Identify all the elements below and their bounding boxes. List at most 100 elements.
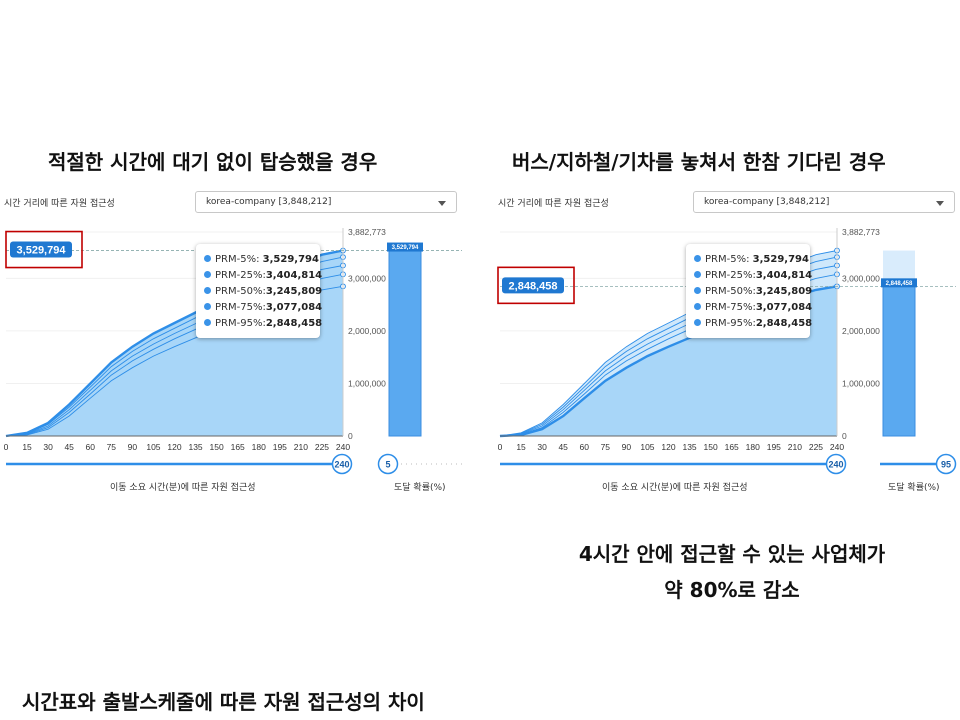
x-tick-label: 45 [558, 442, 568, 452]
y-tick-label: 1,000,000 [842, 378, 880, 388]
y-tick-label: 0 [842, 431, 847, 441]
left-chart-panel: 0 15 30 45 60 75 90 105 120 135 150 165 180 195 210 225… [0, 186, 466, 496]
y-tick-label: 0 [348, 431, 353, 441]
x-tick-label: 60 [580, 442, 590, 452]
tooltip-value: 3,404,814 [265, 270, 323, 281]
tooltip-label: PRM-5%: [705, 254, 750, 265]
tooltip-label: PRM-75%: [705, 302, 756, 313]
x-tick-label: 135 [188, 442, 202, 452]
x-tick-label: 105 [146, 442, 160, 452]
tooltip-value: 2,848,458 [265, 318, 323, 329]
dataset-dropdown[interactable]: korea-company [3,848,212] [693, 191, 955, 213]
series-dot-icon [204, 319, 211, 326]
tooltip-row: PRM-95%:2,848,458 [204, 318, 322, 332]
note-line-2: 약 80%로 감소 [664, 578, 800, 602]
series-dot-icon [204, 287, 211, 294]
y-tick-label: 3,882,773 [348, 227, 386, 237]
tooltip-row: PRM-75%:3,077,084 [694, 302, 812, 316]
x-tick-label: 240 [830, 442, 844, 452]
tooltip-row: PRM-25%:3,404,814 [204, 270, 322, 284]
tooltip-value: 3,077,084 [755, 302, 813, 313]
series-dot-icon [694, 303, 701, 310]
right-heading: 버스/지하철/기차를 놓쳐서 한참 기다린 경우 [512, 150, 886, 174]
x-tick-label: 150 [210, 442, 224, 452]
tooltip-label: PRM-5%: [215, 254, 260, 265]
probability-axis-label: 도달 확률(%) [888, 483, 940, 493]
tooltip-label: PRM-95%: [215, 318, 266, 329]
chart-title: 시간 거리에 따른 자원 접근성 [498, 199, 609, 209]
time-slider-handle[interactable] [331, 453, 353, 475]
tooltip-label: PRM-25%: [705, 270, 756, 281]
tooltip-row: PRM-50%:3,245,809 [694, 286, 812, 300]
series-dot-icon [694, 271, 701, 278]
highlight-value: 3,529,794 [17, 245, 67, 257]
bottom-heading: 시간표와 출발스케줄에 따른 자원 접근성의 차이 [22, 690, 425, 714]
tooltip-value: 3,077,084 [265, 302, 323, 313]
series-dot-icon [694, 255, 701, 262]
highlight-box [497, 266, 575, 305]
x-tick-label: 150 [704, 442, 718, 452]
x-tick-label: 165 [725, 442, 739, 452]
bar-value-badge [387, 242, 423, 252]
probability-slider-handle[interactable] [935, 453, 957, 475]
probability-slider-value: 95 [941, 460, 951, 470]
tooltip-row: PRM-50%:3,245,809 [204, 286, 322, 300]
tooltip-value: 3,529,794 [262, 254, 319, 265]
probability-slider-value: 5 [385, 460, 390, 470]
tooltip-row: PRM-95%:2,848,458 [694, 318, 812, 332]
left-chart-svg: 0 15 30 45 60 75 90 105 120 135 150 165 180 195 210 225… [4, 227, 462, 475]
dataset-dropdown-value: korea-company [3,848,212] [206, 197, 332, 207]
chart-title: 시간 거리에 따른 자원 접근성 [4, 199, 115, 209]
x-tick-label: 225 [809, 442, 823, 452]
highlight-badge [10, 241, 72, 258]
x-tick-label: 75 [601, 442, 611, 452]
x-tick-label: 30 [537, 442, 547, 452]
x-tick-label: 0 [4, 442, 9, 452]
bar-value-label: 2,848,458 [886, 281, 913, 287]
tooltip-row: PRM-25%:3,404,814 [694, 270, 812, 284]
x-tick-label: 135 [682, 442, 696, 452]
tooltip-row: PRM-75%:3,077,084 [204, 302, 322, 316]
x-tick-label: 210 [294, 442, 308, 452]
y-tick-label: 1,000,000 [348, 378, 386, 388]
dataset-dropdown[interactable]: korea-company [3,848,212] [195, 191, 457, 213]
x-tick-label: 45 [64, 442, 74, 452]
tooltip-value: 2,848,458 [755, 318, 813, 329]
x-tick-label: 225 [315, 442, 329, 452]
probability-slider-handle[interactable] [377, 453, 399, 475]
x-tick-label: 240 [336, 442, 350, 452]
tooltip-label: PRM-50%: [705, 286, 756, 297]
series-tooltip: PRM-5%: 3,529,794 PRM-25%:3,404,814 PRM-… [196, 244, 322, 338]
bar-value-badge [881, 278, 917, 288]
x-tick-label: 195 [273, 442, 287, 452]
series-dot-icon [204, 255, 211, 262]
y-tick-label: 3,000,000 [348, 273, 386, 283]
time-slider-handle[interactable] [825, 453, 847, 475]
tooltip-value: 3,245,809 [265, 286, 323, 297]
highlight-value: 2,848,458 [509, 280, 558, 292]
highlight-box [5, 230, 83, 269]
y-tick-label: 2,000,000 [842, 326, 880, 336]
x-tick-label: 15 [22, 442, 32, 452]
series-tooltip: PRM-5%: 3,529,794 PRM-25%:3,404,814 PRM-… [686, 244, 812, 338]
x-axis-label: 이동 소요 시간(분)에 따른 자원 접근성 [110, 483, 256, 493]
y-tick-label: 3,000,000 [842, 273, 880, 283]
x-tick-label: 0 [498, 442, 503, 452]
chevron-down-icon [936, 201, 944, 206]
tooltip-label: PRM-25%: [215, 270, 266, 281]
x-tick-label: 15 [516, 442, 526, 452]
x-tick-label: 30 [43, 442, 53, 452]
tooltip-value: 3,245,809 [755, 286, 813, 297]
highlight-badge [502, 277, 564, 294]
tooltip-row: PRM-5%: 3,529,794 [694, 254, 809, 268]
left-heading: 적절한 시간에 대기 없이 탑승했을 경우 [48, 150, 378, 174]
tooltip-label: PRM-50%: [215, 286, 266, 297]
x-tick-label: 165 [231, 442, 245, 452]
time-slider-value: 240 [828, 460, 843, 470]
x-tick-label: 75 [107, 442, 117, 452]
series-dot-icon [204, 303, 211, 310]
x-tick-label: 105 [640, 442, 654, 452]
x-axis-label: 이동 소요 시간(분)에 따른 자원 접근성 [602, 483, 748, 493]
dataset-dropdown-value: korea-company [3,848,212] [704, 197, 830, 207]
x-tick-label: 180 [746, 442, 760, 452]
